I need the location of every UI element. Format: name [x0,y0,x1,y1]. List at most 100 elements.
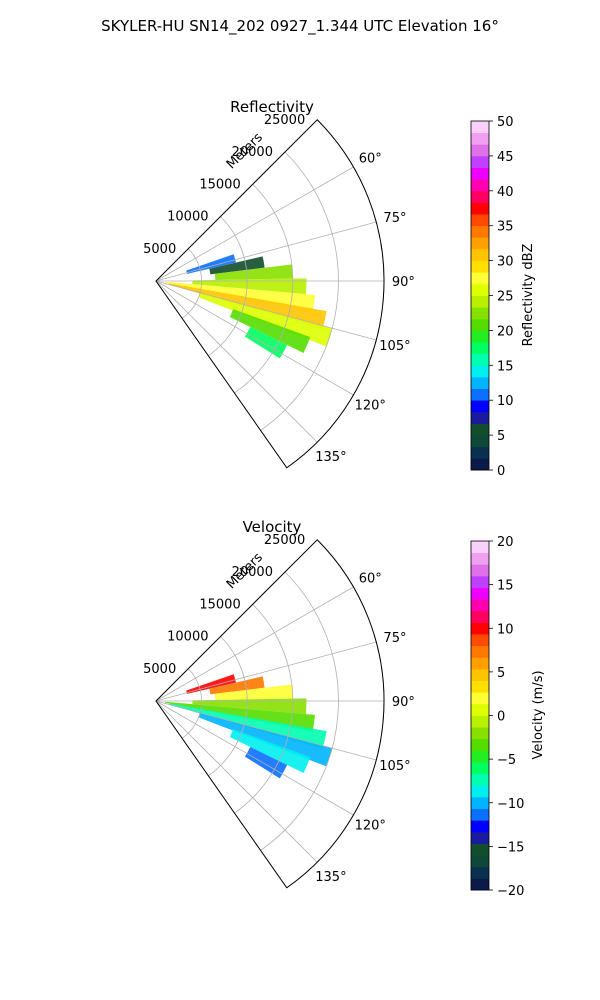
velocity-azimuth-spoke [155,700,377,761]
reflectivity-colorbar-segment [471,435,489,448]
velocity-range-ring [181,668,202,739]
velocity-azimuth-tick-label: 135° [315,870,346,885]
velocity-colorbar-segment [471,820,489,833]
velocity-colorbar-segment [471,645,489,658]
reflectivity-range-ring [208,216,248,357]
velocity-range-tick-label: 5000 [143,662,176,677]
velocity-colorbar-segment [471,587,489,600]
velocity-azimuth-spoke [155,700,354,816]
velocity-colorbar-segment [471,680,489,693]
reflectivity-range-tick-label: 10000 [167,210,208,225]
reflectivity-colorbar-segment [471,237,489,250]
velocity-polar-frame [155,539,385,889]
reflectivity-colorbar-segment [471,411,489,424]
velocity-azimuth-tick-label: 90° [392,695,415,710]
reflectivity-azimuth-spoke [155,280,377,341]
reflectivity-colorbar-segment [471,260,489,273]
reflectivity-echo-sector [209,256,265,275]
reflectivity-colorbar-segment [471,353,489,366]
reflectivity-colorbar-tick-label: 10 [497,394,514,409]
velocity-azimuth-spoke [155,700,318,863]
reflectivity-azimuth-tick-label: 90° [392,275,415,290]
velocity-echo-sector [214,684,293,700]
reflectivity-echo-sector [214,264,293,280]
reflectivity-range-tick-label: 5000 [143,242,176,257]
reflectivity-colorbar-segment [471,423,489,436]
reflectivity-colorbar-segment [471,318,489,331]
velocity-range-ring [208,636,248,777]
reflectivity-colorbar-segment [471,365,489,378]
velocity-colorbar-segment [471,692,489,705]
velocity-colorbar-segment [471,610,489,623]
velocity-azimuth-tick-label: 60° [359,571,382,586]
velocity-colorbar-segment [471,634,489,647]
reflectivity-range-ring [181,248,202,319]
velocity-colorbar-tick-label: 0 [497,710,505,725]
velocity-colorbar-segment [471,750,489,763]
velocity-colorbar-segment [471,773,489,786]
reflectivity-colorbar-tick-label: 35 [497,220,514,235]
reflectivity-colorbar-segment [471,167,489,180]
velocity-colorbar-segment [471,878,489,891]
reflectivity-colorbar-segment [471,132,489,145]
reflectivity-colorbar-segment [471,272,489,285]
reflectivity-echo-sector [186,254,236,274]
reflectivity-azimuth-spoke [155,280,354,396]
velocity-range-tick-label: 10000 [167,630,208,645]
velocity-colorbar-tick-label: 10 [497,622,514,637]
reflectivity-colorbar-segment [471,376,489,389]
reflectivity-colorbar-tick-label: 50 [497,115,514,130]
velocity-colorbar-segment [471,541,489,554]
velocity-colorbar-segment [471,855,489,868]
reflectivity-azimuth-tick-label: 60° [359,151,382,166]
velocity-azimuth-spoke [155,641,377,702]
velocity-colorbar-segment [471,843,489,856]
reflectivity-colorbar-tick-label: 30 [497,255,514,270]
reflectivity-colorbar-segment [471,214,489,227]
velocity-colorbar-segment [471,866,489,879]
reflectivity-title: Reflectivity [230,98,314,116]
reflectivity-colorbar-segment [471,202,489,215]
velocity-title: Velocity [243,518,302,536]
velocity-colorbar-segment [471,552,489,565]
reflectivity-colorbar-segment [471,307,489,320]
reflectivity-colorbar-segment [471,295,489,308]
velocity-colorbar-segment [471,808,489,821]
velocity-colorbar-segment [471,703,489,716]
reflectivity-colorbar-segment [471,388,489,401]
velocity-colorbar-segment [471,762,489,775]
reflectivity-colorbar-segment [471,458,489,471]
reflectivity-colorbar-tick-label: 20 [497,324,514,339]
velocity-azimuth-tick-label: 120° [355,819,386,834]
reflectivity-colorbar-segment [471,121,489,134]
reflectivity-colorbar-tick-label: 25 [497,290,514,305]
velocity-colorbar-tick-label: −15 [497,840,524,855]
reflectivity-azimuth-spoke [155,280,318,443]
velocity-colorbar-tick-label: 15 [497,579,514,594]
velocity-colorbar-segment [471,738,489,751]
reflectivity-echo-sector [192,278,307,295]
reflectivity-range-tick-label: 15000 [199,177,240,192]
velocity-range-tick-label: 25000 [264,533,305,548]
reflectivity-range-tick-label: 20000 [232,145,273,160]
reflectivity-colorbar-tick-label: 40 [497,185,514,200]
velocity-azimuth-spoke [155,586,354,702]
velocity-echo-sector [186,674,236,694]
velocity-colorbar-tick-label: −10 [497,797,524,812]
velocity-colorbar-segment [471,657,489,670]
velocity-colorbar-segment [471,785,489,798]
reflectivity-colorbar-segment [471,342,489,355]
reflectivity-colorbar: 0 5 10 15 20 25 30 35 40 45 50 [470,115,514,479]
velocity-colorbar-label: Velocity (m/s) [531,670,546,759]
velocity-echo-sector [192,698,307,715]
figure-title: SKYLER-HU SN14_202 0927_1.344 UTC Elevat… [101,17,499,36]
velocity-colorbar-segment [471,575,489,588]
velocity-colorbar-tick-label: 20 [497,535,514,550]
reflectivity-echo-sector [229,309,311,353]
velocity-range-tick-label: 20000 [232,565,273,580]
reflectivity-colorbar-tick-label: 0 [497,464,505,479]
reflectivity-colorbar-segment [471,283,489,296]
velocity-colorbar-tick-label: −20 [497,884,524,899]
